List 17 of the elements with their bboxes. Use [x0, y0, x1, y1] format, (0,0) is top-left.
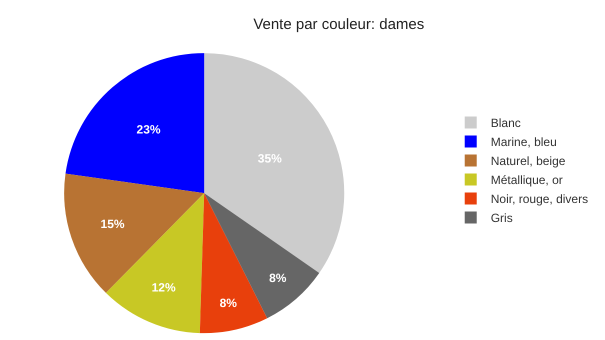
- data-label: 23%: [136, 122, 161, 136]
- legend-label: Blanc: [490, 116, 521, 130]
- legend-label: Métallique, or: [490, 173, 563, 188]
- legend-label: Noir, rouge, divers: [490, 192, 588, 206]
- pie-slice: [204, 193, 320, 318]
- pie-slice: [66, 53, 204, 194]
- pie-slice: [64, 174, 204, 293]
- legend-label: Naturel, beige: [490, 154, 566, 168]
- pie-slice: [204, 53, 344, 273]
- data-label: 8%: [269, 270, 287, 285]
- data-label: 15%: [100, 217, 125, 232]
- data-label: 12%: [152, 280, 176, 294]
- legend-label: Marine, bleu: [490, 135, 557, 150]
- legend-label: Gris: [490, 211, 513, 226]
- chart-title: Vente par couleur: dames: [253, 16, 424, 34]
- data-label: 8%: [220, 296, 238, 310]
- pie-slice: [200, 193, 268, 334]
